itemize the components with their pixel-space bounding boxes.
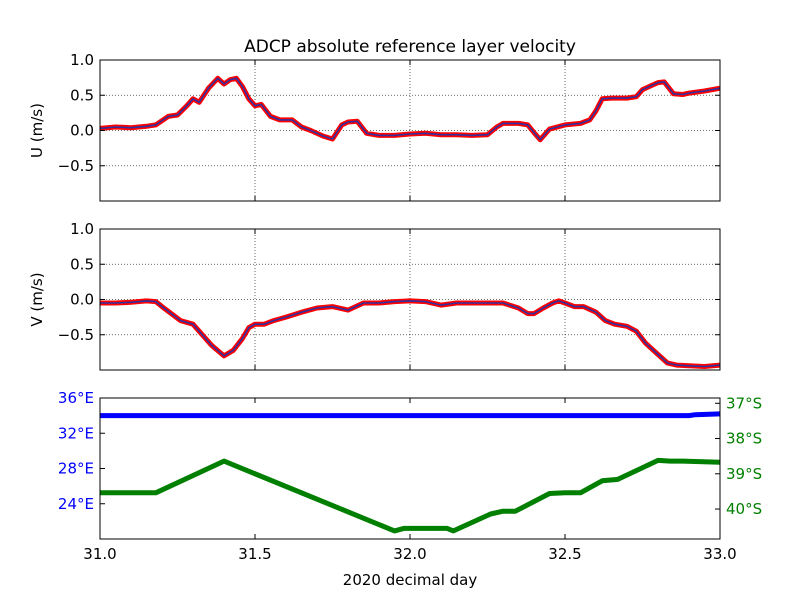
position-panel-xtick-label: 31.5 bbox=[238, 545, 271, 563]
position-panel-right-ytick-label: 37°S bbox=[726, 394, 762, 412]
u-panel-ytick-label: 1.0 bbox=[70, 51, 94, 69]
v-panel-ytick-label: −0.5 bbox=[58, 326, 94, 344]
u-panel-series-overlay bbox=[100, 77, 720, 141]
v-panel-ylabel: V (m/s) bbox=[28, 272, 46, 326]
v-panel-series bbox=[100, 298, 720, 369]
position-panel-right-ytick-label: 40°S bbox=[726, 500, 762, 518]
position-panel-xtick-label: 32.5 bbox=[548, 545, 581, 563]
position-panel-left-ytick-label: 28°E bbox=[58, 460, 94, 478]
chart-title: ADCP absolute reference layer velocity bbox=[244, 37, 576, 57]
position-panel-xtick-label: 33.0 bbox=[703, 545, 736, 563]
x-axis-label: 2020 decimal day bbox=[343, 571, 478, 589]
position-panel-left-ytick-label: 24°E bbox=[58, 495, 94, 513]
position-panel-series bbox=[100, 411, 720, 534]
position-panel-frame bbox=[99, 397, 721, 540]
position-panel-right-series-line bbox=[100, 457, 720, 534]
u-panel: −0.5 0.0 0.5 1.0 U (m/s) bbox=[28, 51, 721, 202]
position-panel: 24°E 28°E 32°E 36°E 37°S 38°S 39°S 40°S 31.0 31.5… bbox=[58, 389, 762, 563]
position-panel-right-ytick-label: 38°S bbox=[726, 430, 762, 448]
position-panel-xtick-label: 31.0 bbox=[83, 545, 116, 563]
v-panel-series-overlay bbox=[100, 300, 720, 368]
position-panel-left-ytick-label: 32°E bbox=[58, 424, 94, 442]
v-panel-ytick-label: 0.0 bbox=[70, 291, 94, 309]
panels-group: −0.5 0.0 0.5 1.0 U (m/s) −0.5 0.0 0.5 1.0 V (m/s)… bbox=[28, 51, 762, 563]
u-panel-ytick-label: 0.5 bbox=[70, 86, 94, 104]
v-panel-ytick-label: 1.0 bbox=[70, 220, 94, 238]
position-panel-left-series-line bbox=[100, 411, 720, 419]
u-panel-ytick-label: −0.5 bbox=[58, 157, 94, 175]
position-panel-xtick-label: 32.0 bbox=[393, 545, 426, 563]
v-panel-ytick-label: 0.5 bbox=[70, 255, 94, 273]
v-panel: −0.5 0.0 0.5 1.0 V (m/s) bbox=[28, 220, 721, 371]
u-panel-ylabel: U (m/s) bbox=[28, 103, 46, 158]
u-panel-ytick-label: 0.0 bbox=[70, 122, 94, 140]
u-panel-series bbox=[100, 75, 720, 143]
position-panel-right-ytick-label: 39°S bbox=[726, 465, 762, 483]
position-panel-left-ytick-label: 36°E bbox=[58, 389, 94, 407]
